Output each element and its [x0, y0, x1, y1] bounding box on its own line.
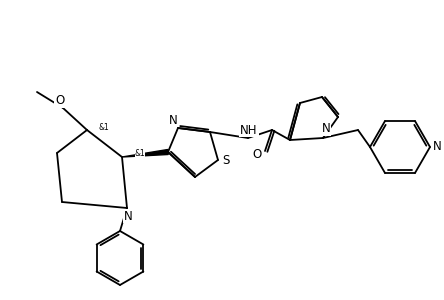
Text: N: N — [432, 140, 441, 154]
Text: O: O — [56, 94, 65, 107]
Text: &1: &1 — [99, 122, 109, 131]
Text: N: N — [321, 122, 330, 136]
Polygon shape — [122, 149, 168, 157]
Text: N: N — [123, 209, 132, 223]
Text: O: O — [252, 148, 262, 161]
Text: NH: NH — [240, 124, 258, 136]
Text: &1: &1 — [135, 149, 145, 158]
Text: S: S — [222, 154, 230, 166]
Text: N: N — [169, 113, 177, 127]
